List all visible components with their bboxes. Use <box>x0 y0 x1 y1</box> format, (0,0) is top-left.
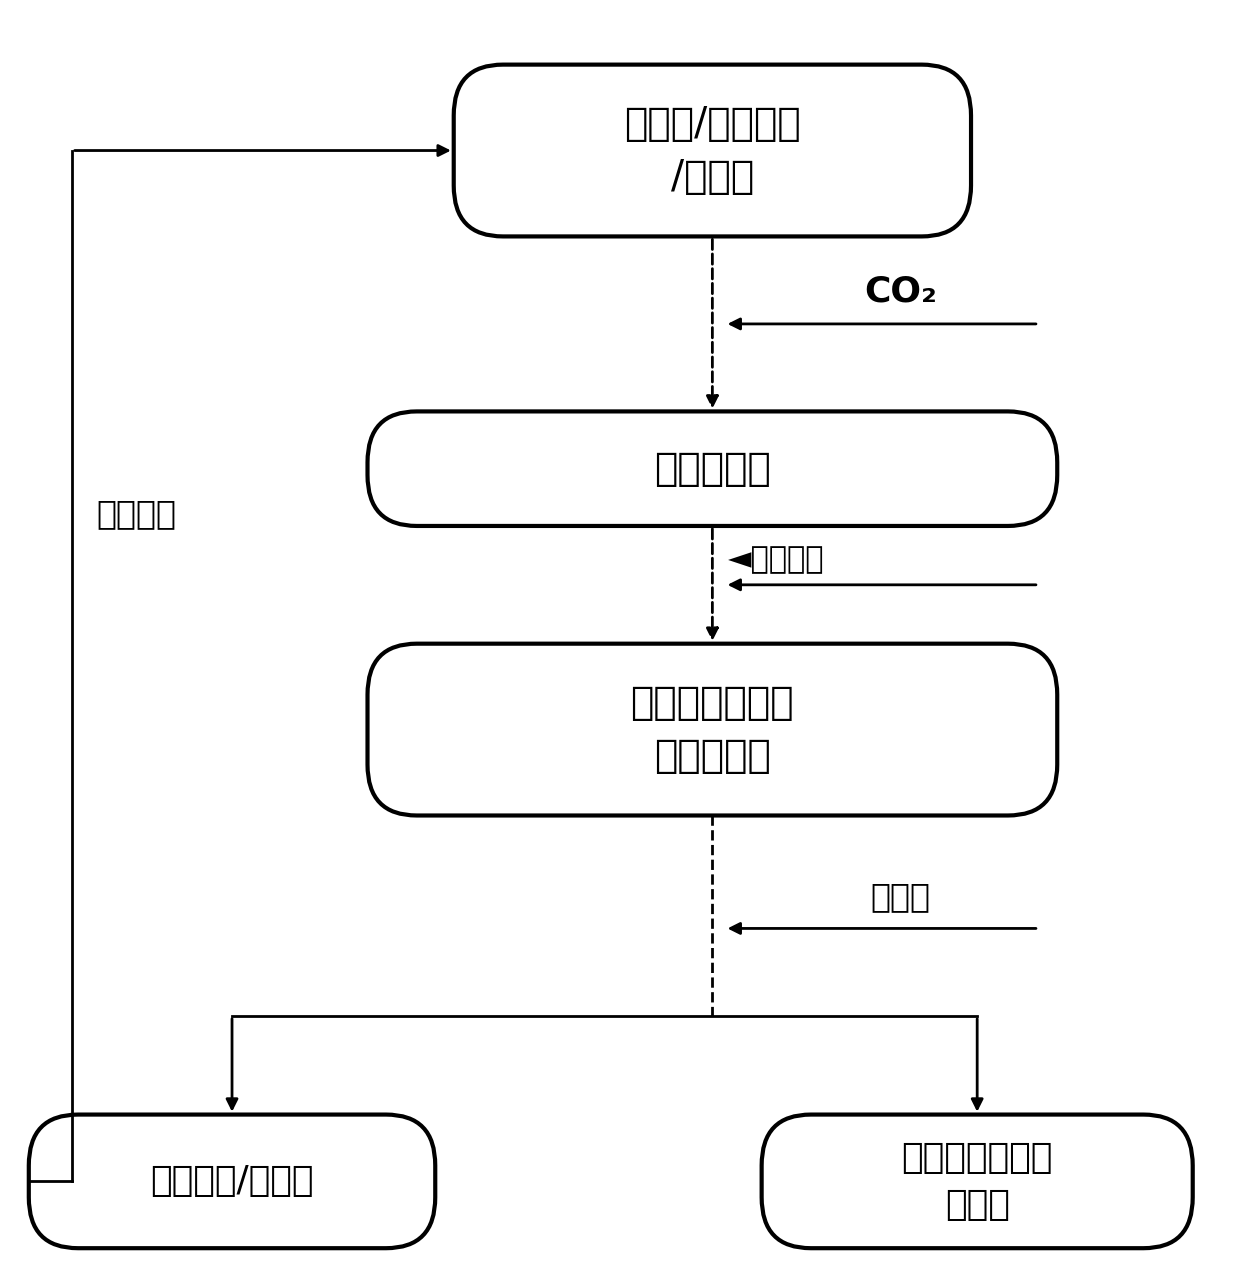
Text: 纤维素质子型离
子液体: 纤维素质子型离 子液体 <box>901 1140 1053 1222</box>
FancyBboxPatch shape <box>761 1114 1193 1248</box>
Text: 反溶剂: 反溶剂 <box>870 880 930 913</box>
Text: 纤维素溶液: 纤维素溶液 <box>653 450 771 488</box>
Text: 有机碱/有机溶剂
/纤维素: 有机碱/有机溶剂 /纤维素 <box>624 105 801 196</box>
Text: 有机溶剂/反溶剂: 有机溶剂/反溶剂 <box>150 1164 314 1199</box>
Text: 纤维素质子型离
子液体溶液: 纤维素质子型离 子液体溶液 <box>631 684 794 775</box>
FancyBboxPatch shape <box>29 1114 435 1248</box>
FancyBboxPatch shape <box>367 411 1058 526</box>
FancyBboxPatch shape <box>367 643 1058 816</box>
Text: ◄环状酸鄕: ◄环状酸鄕 <box>728 546 825 575</box>
Text: 循环使用: 循环使用 <box>97 497 176 530</box>
FancyBboxPatch shape <box>454 64 971 237</box>
Text: CO₂: CO₂ <box>864 274 936 309</box>
